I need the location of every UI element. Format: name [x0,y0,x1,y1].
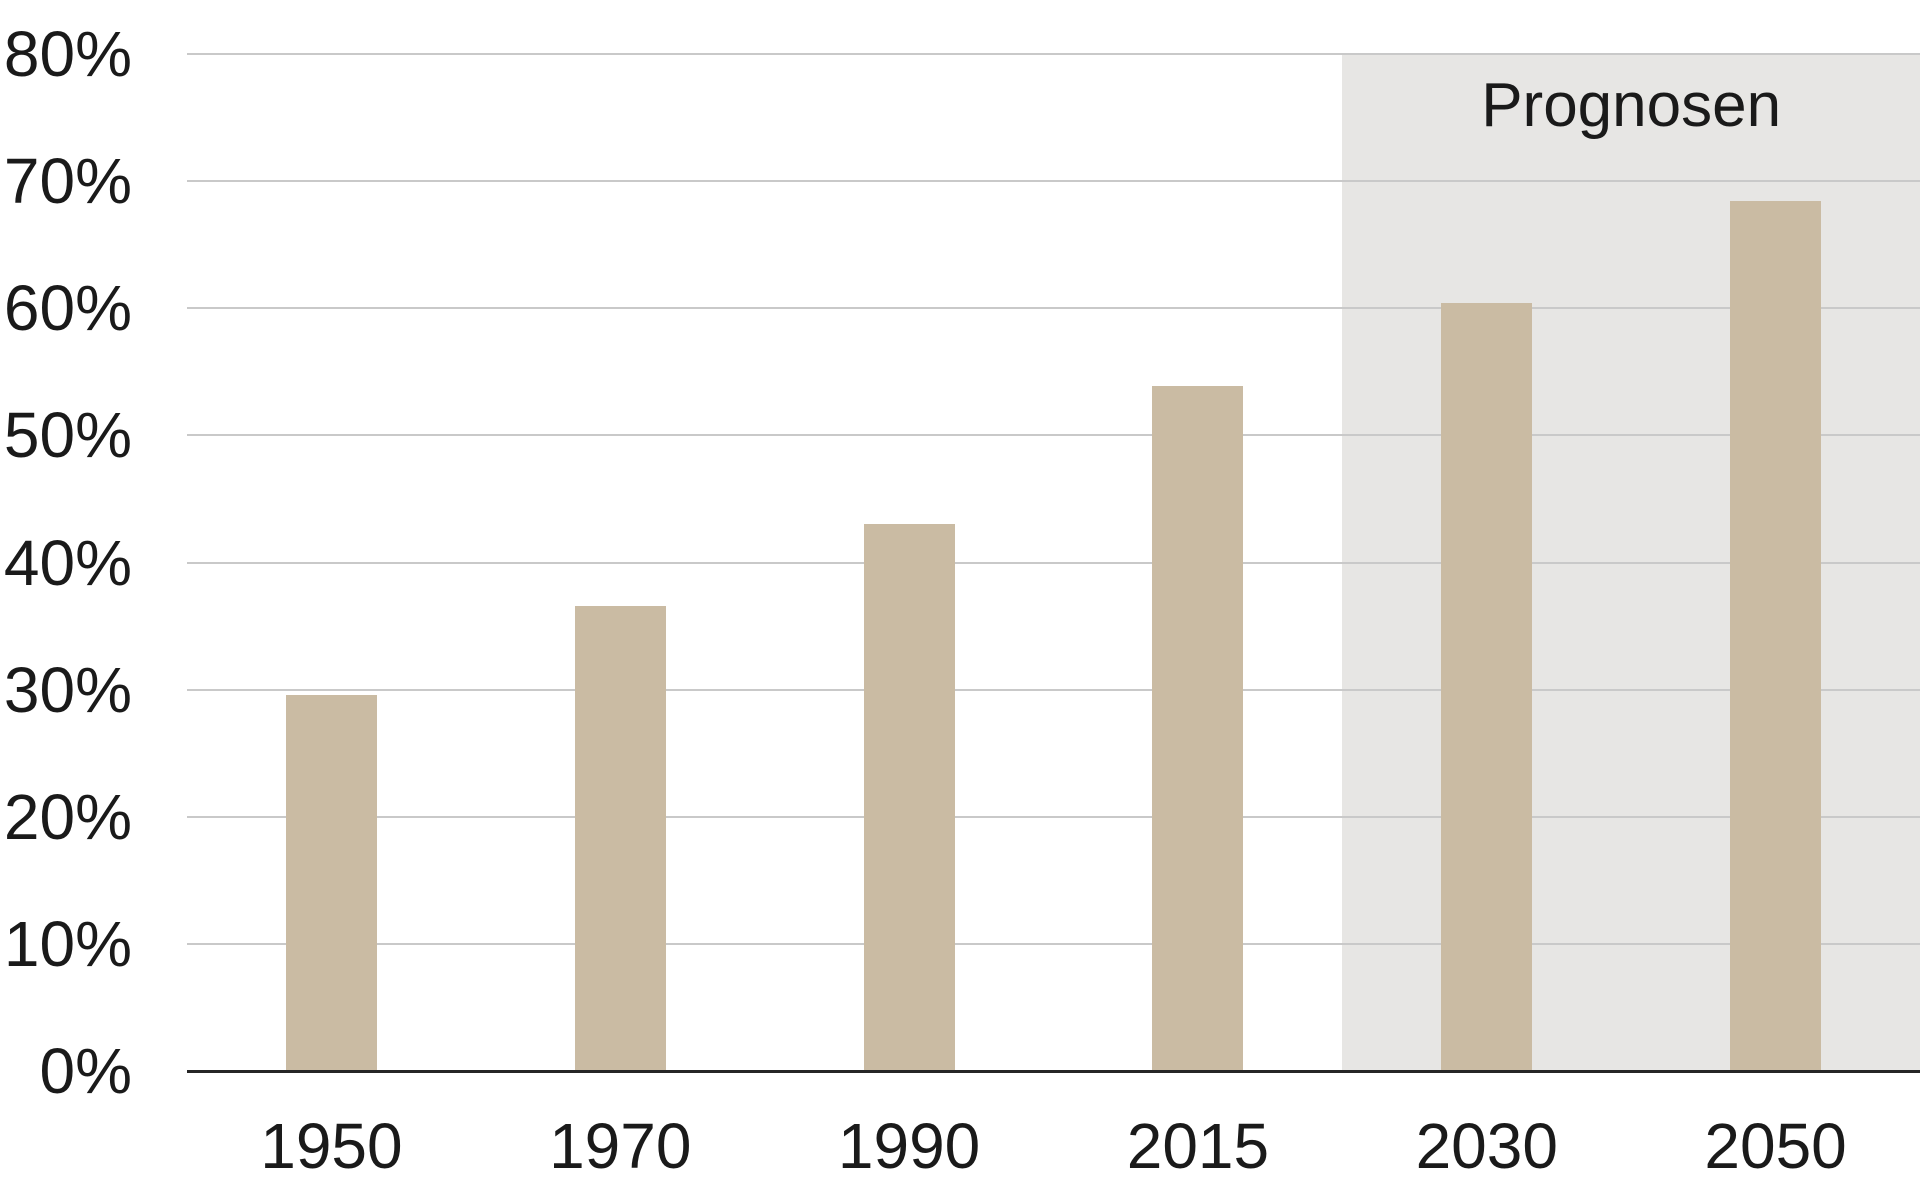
x-axis-line [187,1070,1920,1073]
bar-1970 [574,605,666,1071]
x-axis-tick-label-2015: 2015 [1126,1110,1270,1182]
bar-2030 [1441,303,1533,1071]
gridline-60 [187,307,1920,310]
gridline-40 [187,561,1920,564]
y-axis-tick-label-10: 10% [3,907,132,980]
gridline-50 [187,434,1920,437]
bar-2050 [1730,201,1822,1071]
gridline-20 [187,815,1920,818]
bar-2015 [1152,385,1244,1071]
bar-1950 [285,694,377,1071]
gridline-70 [187,180,1920,183]
y-axis-tick-label-80: 80% [3,18,132,90]
gridline-80 [187,53,1920,55]
gridline-10 [187,942,1920,945]
bar-1990 [863,524,955,1071]
y-axis-tick-label-30: 30% [3,653,132,726]
forecast-label: Prognosen [1481,71,1782,140]
x-axis-tick-label-1990: 1990 [837,1110,981,1182]
y-axis-tick-label-60: 60% [3,272,132,345]
y-axis-tick-label-50: 50% [3,399,132,472]
y-axis-tick-label-70: 70% [3,145,132,218]
x-axis-tick-label-1950: 1950 [260,1110,403,1182]
gridline-30 [187,688,1920,691]
y-axis-tick-label-0: 0% [39,1035,133,1107]
y-axis-tick-label-40: 40% [3,526,132,599]
x-axis-tick-label-2050: 2050 [1704,1110,1847,1182]
y-axis-tick-label-20: 20% [3,780,132,853]
x-axis-tick-label-2030: 2030 [1415,1110,1558,1182]
x-axis-tick-label-1970: 1970 [549,1110,692,1182]
